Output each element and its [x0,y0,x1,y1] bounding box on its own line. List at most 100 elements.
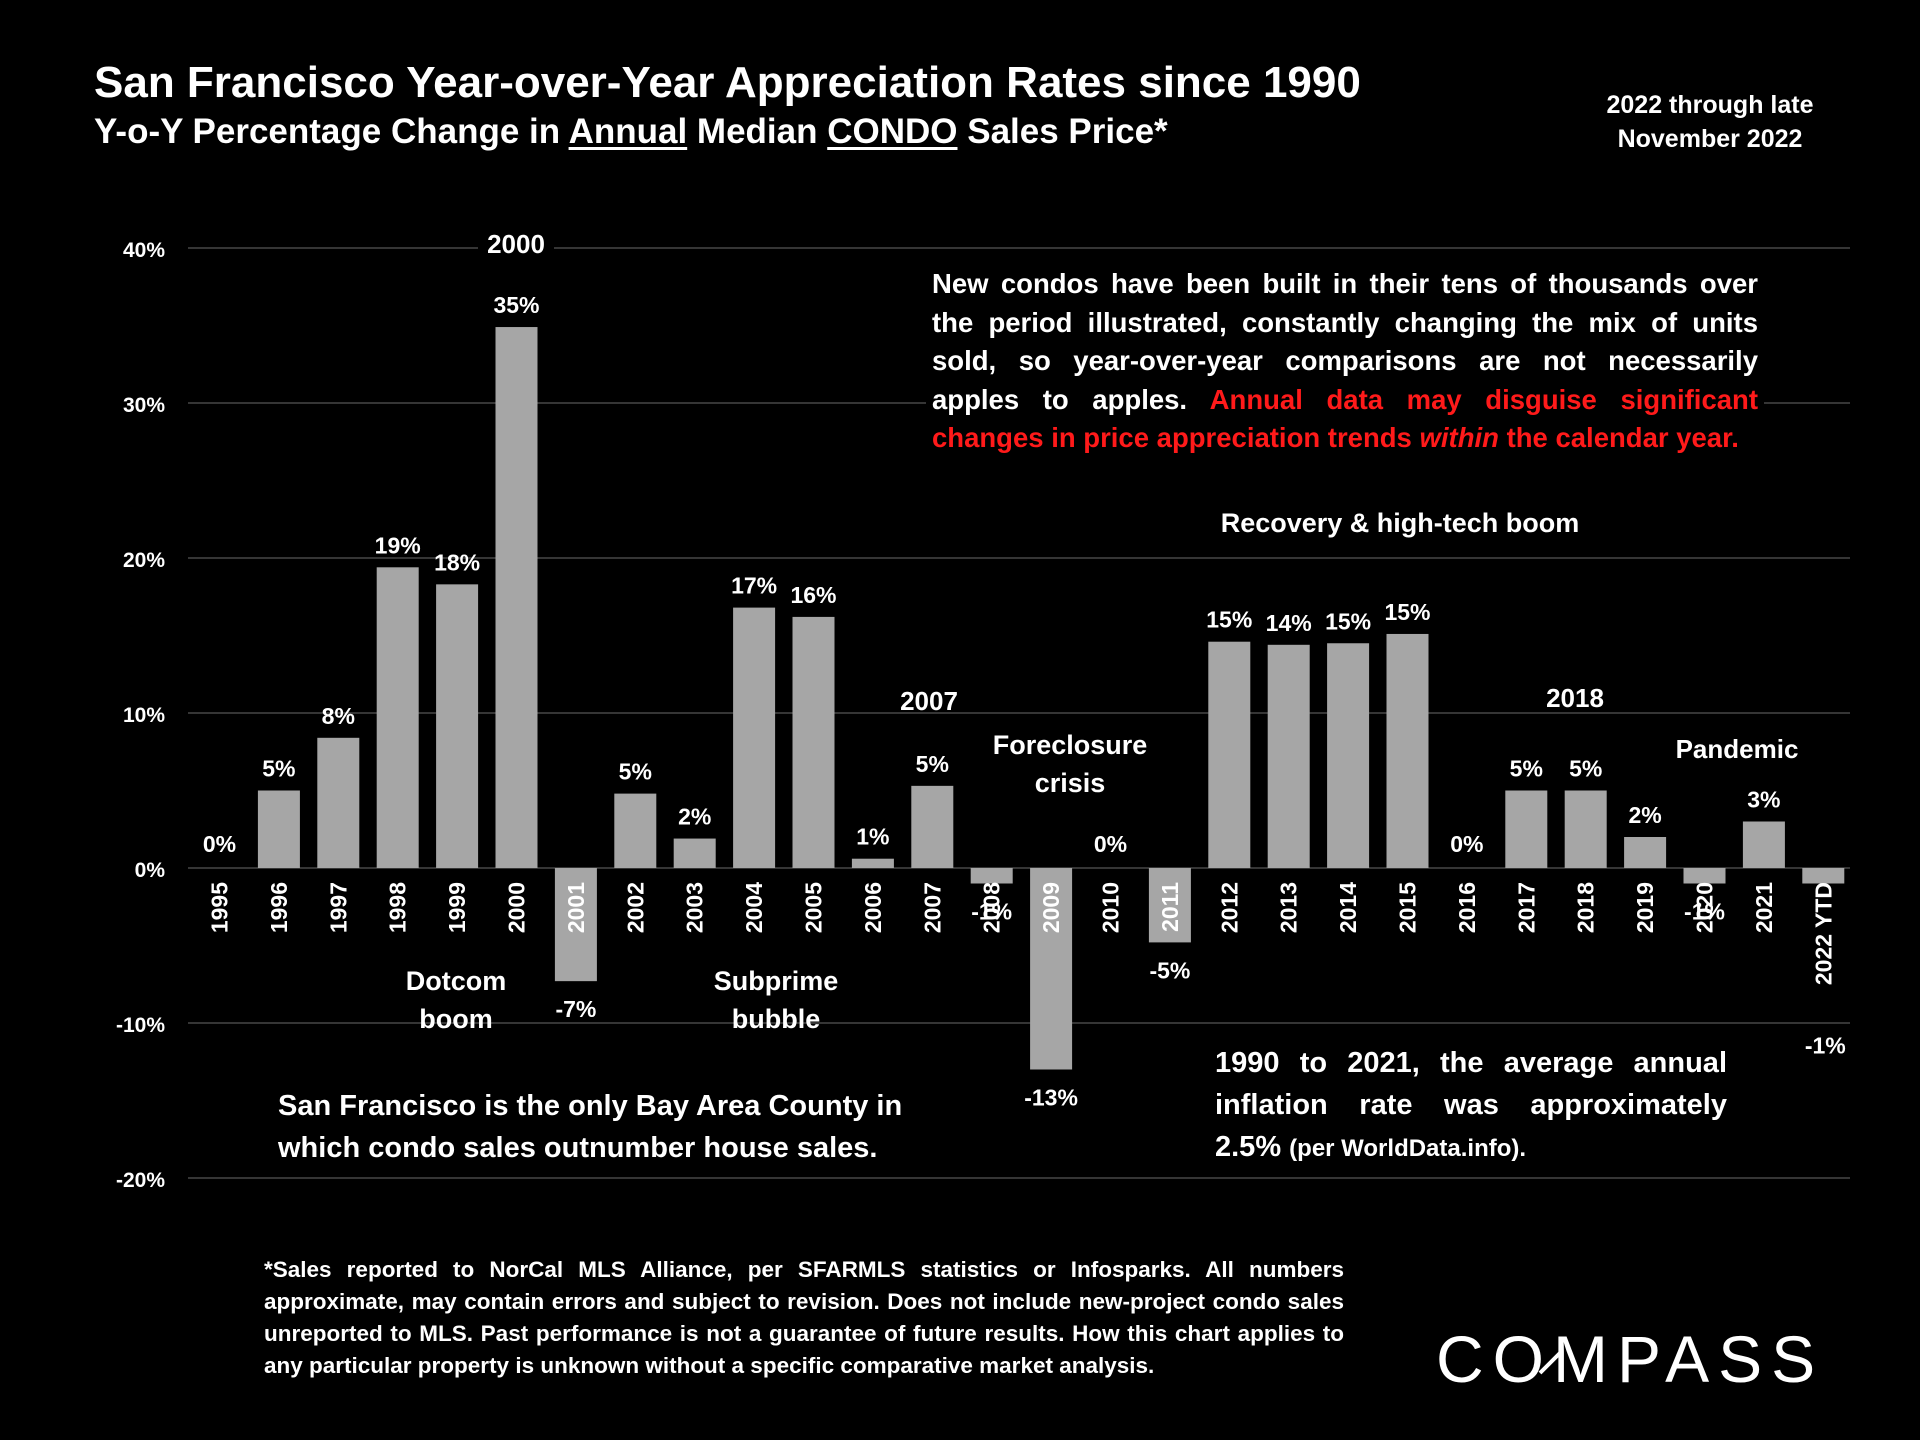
x-tick-label: 1997 [325,882,351,933]
bar [792,616,835,868]
x-tick-label: 1999 [444,882,470,933]
bar [257,790,300,868]
bar [1505,790,1548,868]
data-label: 35% [493,292,539,318]
data-label: -1% [1805,1033,1846,1059]
data-label: 19% [375,532,421,558]
data-label: 1% [856,824,889,850]
x-tick-label: 2005 [801,882,827,933]
bar [673,838,716,868]
data-label: 3% [1747,787,1780,813]
data-label: 15% [1325,608,1371,634]
x-tick-label: 2011 [1157,882,1183,932]
x-tick-label: 2020 [1692,882,1718,933]
note-condo-warning-b: the calendar year. [1498,422,1739,453]
bar [495,327,538,868]
x-tick-label: 2007 [919,882,945,933]
date-note: 2022 through late November 2022 [1555,88,1865,156]
y-tick-label: -20% [116,1169,165,1192]
data-label: -13% [1024,1085,1078,1111]
x-tick-label: 2016 [1454,882,1480,933]
x-tick-label: 1998 [385,882,411,933]
note-inflation-source: (per WorldData.info). [1289,1135,1527,1162]
x-tick-label: 2021 [1751,882,1777,933]
chart-subtitle: Y-o-Y Percentage Change in Annual Median… [94,112,1168,152]
bar [970,868,1013,884]
x-tick-label: 2018 [1573,882,1599,933]
subtitle-mid: Median [687,112,828,151]
bar [1624,837,1667,868]
annotation-backing [478,229,554,261]
bar [733,607,776,868]
x-tick-label: 2002 [622,882,648,933]
chart-annotation: Dotcom [406,966,507,996]
data-label: 5% [916,751,949,777]
bar [1030,868,1073,1070]
note-condo-mix: New condos have been built in their tens… [926,265,1764,458]
logo-mark [1538,1351,1562,1375]
bar [317,737,360,868]
bar [1802,868,1845,884]
chart-annotation: 2007 [900,686,958,716]
data-label: 16% [790,582,836,608]
x-tick-label: 2017 [1513,882,1539,933]
x-tick-label: 2008 [979,882,1005,933]
x-tick-label: 2001 [563,882,589,933]
chart-annotation: Recovery & high-tech boom [1221,508,1580,538]
note-condo-warning-em: within [1419,422,1499,453]
data-label: 0% [1450,831,1483,857]
x-tick-label: 2014 [1335,882,1361,933]
bar [1564,790,1607,868]
data-label: 14% [1266,610,1312,636]
x-tick-label: 2015 [1395,882,1421,933]
x-tick-label: 2019 [1632,882,1658,933]
note-condo-text: New condos have been built in their tens… [932,268,1758,415]
y-tick-label: 40% [123,239,165,262]
y-tick-label: 20% [123,549,165,572]
x-tick-label: 1995 [207,882,233,933]
bar [1267,644,1310,868]
note-condo-warning-a: Annual data may disguise significant cha… [932,383,1758,454]
chart-annotation: boom [419,1004,493,1034]
compass-logo: COMPASS [1436,1322,1824,1396]
subtitle-suffix: Sales Price* [957,112,1168,151]
bar [1148,868,1191,943]
x-tick-label: 2010 [1098,882,1124,933]
bar [554,868,597,982]
page-title: San Francisco Year-over-Year Appreciatio… [94,58,1361,107]
data-label: 2% [678,804,711,830]
x-tick-label: 2013 [1276,882,1302,933]
x-tick-label: 2000 [504,882,530,933]
x-tick-label: 2012 [1216,882,1242,933]
bar [911,785,954,868]
x-tick-label: 2022 YTD [1810,882,1836,985]
bar [1386,633,1429,868]
chart-annotation: 2000 [487,229,545,259]
bar [436,584,479,868]
x-tick-label: 2003 [682,882,708,933]
data-label: 17% [731,573,777,599]
note-sf-condo-sales: San Francisco is the only Bay Area Count… [278,1090,903,1164]
chart-annotation: Foreclosure [993,730,1148,760]
x-tick-label: 2009 [1038,882,1064,933]
data-label: 15% [1384,599,1430,625]
date-note-line2: November 2022 [1617,125,1803,153]
chart-annotation: Pandemic [1676,734,1799,764]
date-note-line1: 2022 through late [1606,91,1814,119]
subtitle-prefix: Y-o-Y Percentage Change in [94,112,569,151]
data-label: 18% [434,549,480,575]
subtitle-condo: CONDO [827,112,958,151]
chart-annotation: bubble [732,1004,821,1034]
note-inflation: 1990 to 2021, the average annual inflati… [1215,1042,1727,1170]
note-condo-warning: Annual data may disguise significant cha… [932,384,1758,454]
data-label: 2% [1628,802,1661,828]
bar [376,567,419,868]
data-label: 15% [1206,607,1252,633]
data-label: 8% [322,703,355,729]
x-tick-label: 1996 [266,882,292,933]
data-label: -5% [1149,957,1190,983]
logo-text: COMPASS [1436,1322,1824,1396]
x-tick-label: 2006 [860,882,886,933]
bar [1683,868,1726,884]
